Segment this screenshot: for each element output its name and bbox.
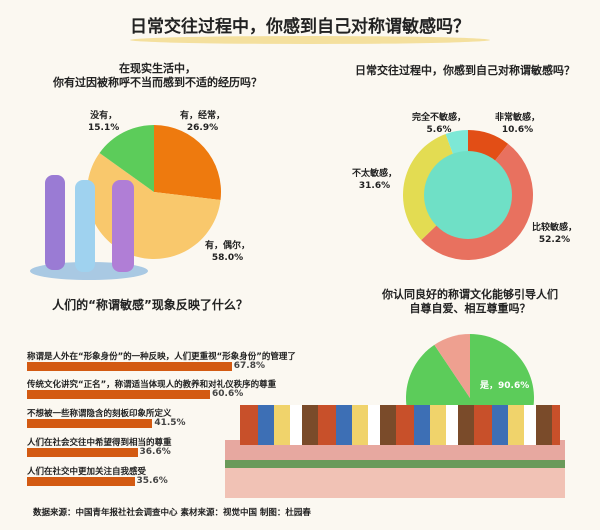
bar: [27, 362, 232, 371]
bar-value-label: 35.6%: [136, 476, 168, 486]
donut-label-notvery: 不太敏感， 31.6%: [352, 169, 398, 191]
donut-label-fairly: 比较敏感， 52.2%: [532, 223, 578, 245]
bar-label: 人们在社交中更加关注自我感受: [27, 467, 147, 477]
pie1-label-often: 有，经常， 26.9%: [180, 111, 226, 133]
bench-illustration: [225, 468, 565, 498]
bar-label: 人们在社会交往中希望得到相当的尊重: [27, 438, 172, 448]
main-title: 日常交往过程中，你感到自己对称谓敏感吗？: [130, 17, 470, 37]
pie1-title-line2: 你有过因被称呼不当而感到不适的经历吗？: [53, 76, 262, 89]
pie3-title: 你认同良好的称谓文化能够引导人们 自尊自爱、相互尊重吗？: [370, 288, 570, 316]
bar-label: 传统文化讲究“正名”，称谓适当体现人的教养和对礼仪秩序的尊重: [27, 380, 277, 390]
bar-value-label: 60.6%: [212, 389, 244, 399]
pie1-title: 在现实生活中， 你有过因被称呼不当而感到不适的经历吗？: [40, 62, 275, 90]
bar: [27, 477, 135, 486]
person-illustration: [75, 180, 95, 272]
bar-value-label: 67.8%: [233, 361, 265, 371]
pie1-label-sometimes: 有，偶尔， 58.0%: [205, 241, 251, 263]
bench-illustration: [225, 440, 565, 460]
person-illustration: [112, 180, 134, 272]
pie1-label-never: 没有， 15.1%: [88, 111, 120, 133]
pie3-title-line2: 自尊自爱、相互尊重吗？: [409, 302, 531, 315]
donut-center-globe: [424, 151, 512, 239]
bar-value-label: 41.5%: [154, 418, 186, 428]
bar-label: 不想被一些称谓隐含的刻板印象所定义: [27, 409, 172, 419]
pie1-slice-0: [154, 125, 221, 200]
pie3-label-yes: 是，90.6%: [480, 381, 530, 391]
bar: [27, 448, 138, 457]
donut-label-very: 非常敏感， 10.6%: [495, 113, 541, 135]
bar-chart-title: 人们的“称谓敏感”现象反映了什么？: [52, 298, 248, 312]
bench-illustration: [225, 460, 565, 468]
title-underline: [130, 36, 490, 44]
footer-source: 数据来源：中国青年报社社会调查中心 素材来源：视觉中国 制图：杜园春: [33, 508, 311, 518]
pie1-slice-2: [99, 125, 154, 192]
crowd-illustration: [240, 405, 560, 445]
bar: [27, 419, 153, 428]
donut-title: 日常交往过程中，你感到自己对称谓敏感吗？: [355, 64, 575, 77]
person-illustration: [45, 175, 65, 270]
bar-value-label: 36.6%: [139, 447, 171, 457]
pie3-title-line1: 你认同良好的称谓文化能够引导人们: [382, 288, 558, 301]
pie3-slice-1: [434, 334, 470, 398]
pie1-title-line1: 在现实生活中，: [119, 62, 196, 75]
bar: [27, 390, 210, 399]
bar-label: 称谓是人外在“形象身份”的一种反映，人们更重视“形象身份”的管理了: [27, 352, 296, 362]
donut-label-notatall: 完全不敏感， 5.6%: [412, 113, 467, 135]
